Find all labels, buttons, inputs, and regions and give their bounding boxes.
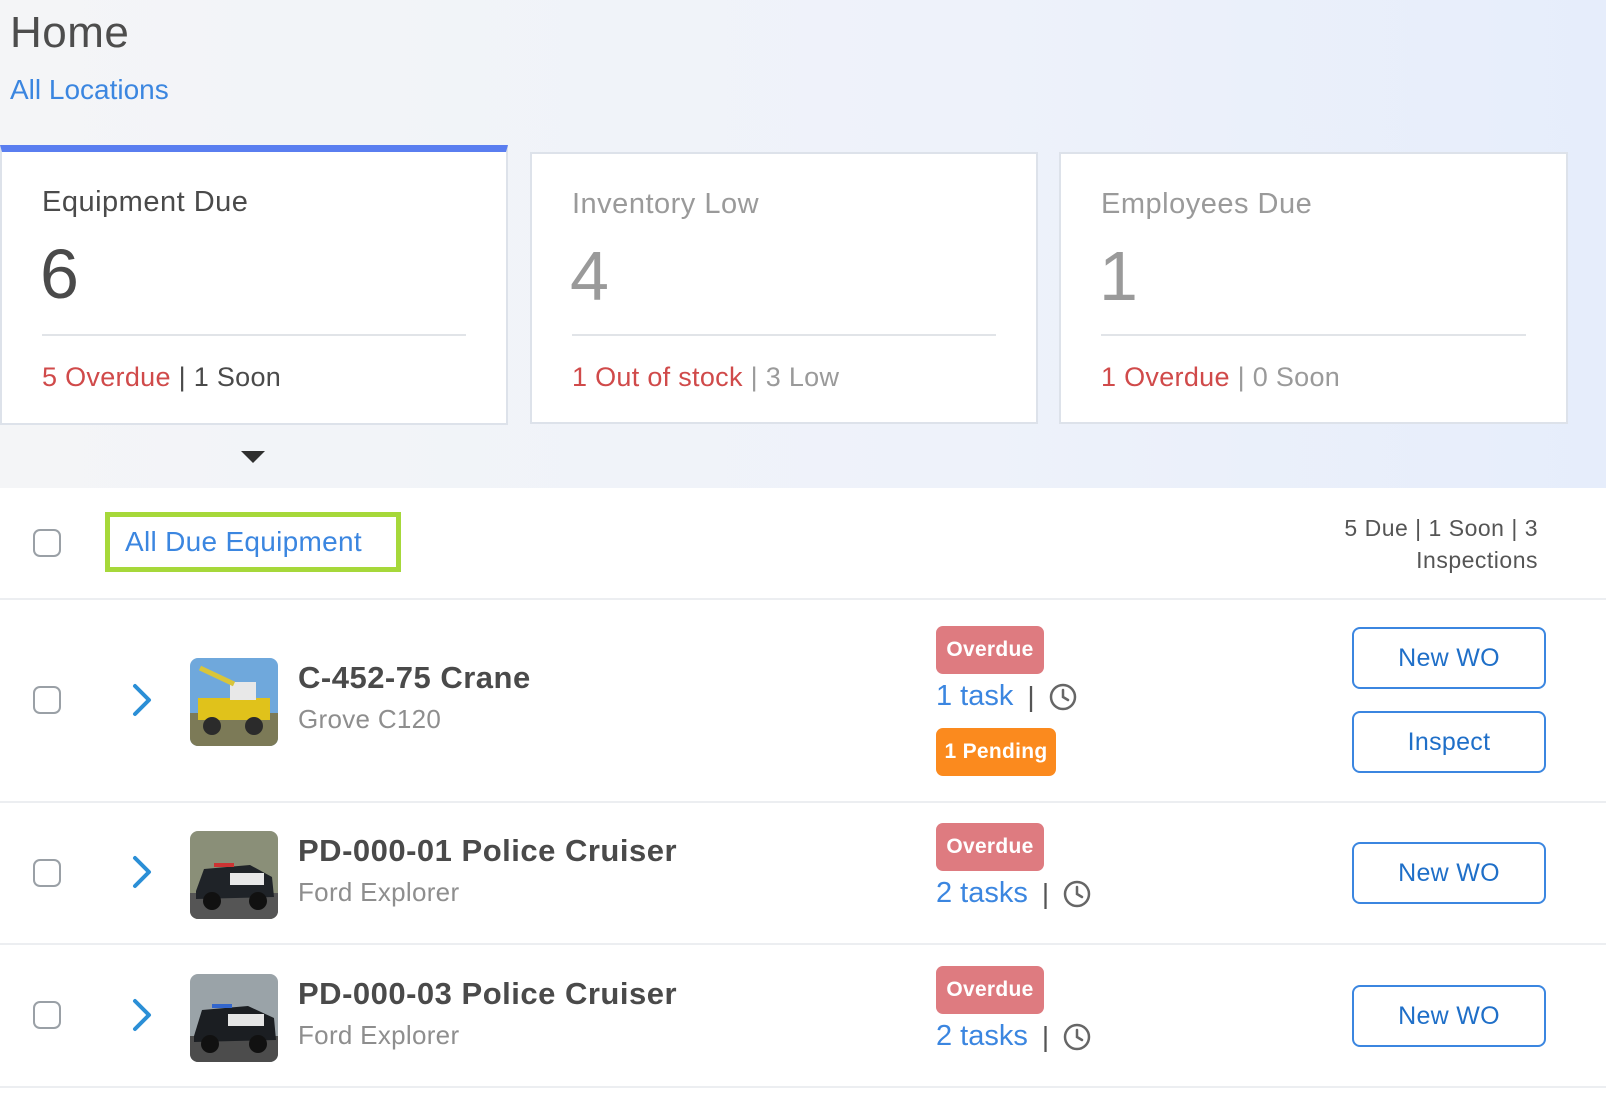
card-label: Inventory Low bbox=[572, 188, 760, 220]
card-inventory-low[interactable]: Inventory Low 4 1 Out of stock | 3 Low bbox=[530, 152, 1038, 424]
card-label: Employees Due bbox=[1101, 188, 1313, 220]
row-divider bbox=[0, 943, 1606, 945]
row-checkbox[interactable] bbox=[33, 859, 61, 887]
select-all-checkbox[interactable] bbox=[33, 529, 61, 557]
card-count: 6 bbox=[40, 235, 79, 313]
task-summary: 2 tasks | bbox=[936, 877, 1091, 910]
card-secondary-stat: 0 Soon bbox=[1252, 362, 1341, 392]
chevron-right-icon[interactable] bbox=[126, 995, 158, 1035]
equipment-thumbnail bbox=[190, 974, 278, 1062]
highlight-box bbox=[105, 512, 401, 572]
all-locations-link[interactable]: All Locations bbox=[10, 74, 169, 105]
card-primary-stat: 5 Overdue bbox=[42, 362, 171, 392]
card-secondary-stat: 3 Low bbox=[765, 362, 840, 392]
task-count-link[interactable]: 2 tasks bbox=[936, 877, 1028, 909]
equipment-name[interactable]: C-452-75 Crane bbox=[298, 660, 531, 695]
page-title: Home bbox=[10, 8, 130, 57]
due-summary-line: 5 Due | 1 Soon | 3 bbox=[1344, 515, 1538, 541]
pending-badge: 1 Pending bbox=[936, 728, 1056, 776]
card-primary-stat: 1 Out of stock bbox=[572, 362, 743, 392]
card-separator: | bbox=[1237, 362, 1245, 392]
row-divider bbox=[0, 598, 1606, 600]
card-footer: 1 Overdue | 0 Soon bbox=[1101, 362, 1340, 393]
clock-icon bbox=[1063, 1023, 1091, 1050]
card-count: 4 bbox=[570, 237, 609, 315]
status-badge: Overdue bbox=[936, 966, 1044, 1014]
chevron-right-icon[interactable] bbox=[126, 680, 158, 720]
card-footer: 5 Overdue | 1 Soon bbox=[42, 362, 281, 393]
all-due-equipment-link[interactable]: All Due Equipment bbox=[125, 526, 363, 557]
new-wo-button[interactable]: New WO bbox=[1352, 842, 1546, 904]
caret-down-icon bbox=[241, 451, 265, 463]
card-equipment-due[interactable]: Equipment Due 6 5 Overdue | 1 Soon bbox=[0, 145, 508, 425]
task-summary: 2 tasks | bbox=[936, 1020, 1091, 1053]
row-divider bbox=[0, 1086, 1606, 1088]
new-wo-button[interactable]: New WO bbox=[1352, 985, 1546, 1047]
task-separator: | bbox=[1041, 877, 1050, 909]
card-primary-stat: 1 Overdue bbox=[1101, 362, 1230, 392]
task-separator: | bbox=[1041, 1020, 1050, 1052]
equipment-name[interactable]: PD-000-01 Police Cruiser bbox=[298, 833, 678, 868]
equipment-model: Grove C120 bbox=[298, 704, 442, 734]
equipment-thumbnail bbox=[190, 831, 278, 919]
row-divider bbox=[0, 801, 1606, 803]
card-footer: 1 Out of stock | 3 Low bbox=[572, 362, 839, 393]
card-divider bbox=[572, 334, 996, 336]
clock-icon bbox=[1063, 880, 1091, 907]
card-divider bbox=[42, 334, 466, 336]
status-badge: Overdue bbox=[936, 626, 1044, 674]
task-count-link[interactable]: 2 tasks bbox=[936, 1020, 1028, 1052]
new-wo-button[interactable]: New WO bbox=[1352, 627, 1546, 689]
card-divider bbox=[1101, 334, 1526, 336]
task-count-link[interactable]: 1 task bbox=[936, 680, 1014, 712]
inspect-button[interactable]: Inspect bbox=[1352, 711, 1546, 773]
equipment-model: Ford Explorer bbox=[298, 1020, 460, 1050]
equipment-thumbnail bbox=[190, 658, 278, 746]
task-separator: | bbox=[1027, 680, 1035, 712]
equipment-model: Ford Explorer bbox=[298, 877, 460, 907]
task-summary: 1 task | bbox=[936, 680, 1077, 713]
equipment-name[interactable]: PD-000-03 Police Cruiser bbox=[298, 976, 678, 1011]
chevron-right-icon[interactable] bbox=[126, 852, 158, 892]
row-checkbox[interactable] bbox=[33, 686, 61, 714]
card-count: 1 bbox=[1099, 237, 1138, 315]
card-separator: | bbox=[750, 362, 758, 392]
status-badge: Overdue bbox=[936, 823, 1044, 871]
due-summary-line: Inspections bbox=[1416, 547, 1538, 573]
card-separator: | bbox=[178, 362, 186, 392]
clock-icon bbox=[1049, 683, 1076, 710]
row-checkbox[interactable] bbox=[33, 1001, 61, 1029]
card-employees-due[interactable]: Employees Due 1 1 Overdue | 0 Soon bbox=[1059, 152, 1568, 424]
card-secondary-stat: 1 Soon bbox=[193, 362, 282, 392]
card-label: Equipment Due bbox=[42, 186, 249, 218]
due-summary: 5 Due | 1 Soon | 3 Inspections bbox=[1278, 512, 1538, 576]
